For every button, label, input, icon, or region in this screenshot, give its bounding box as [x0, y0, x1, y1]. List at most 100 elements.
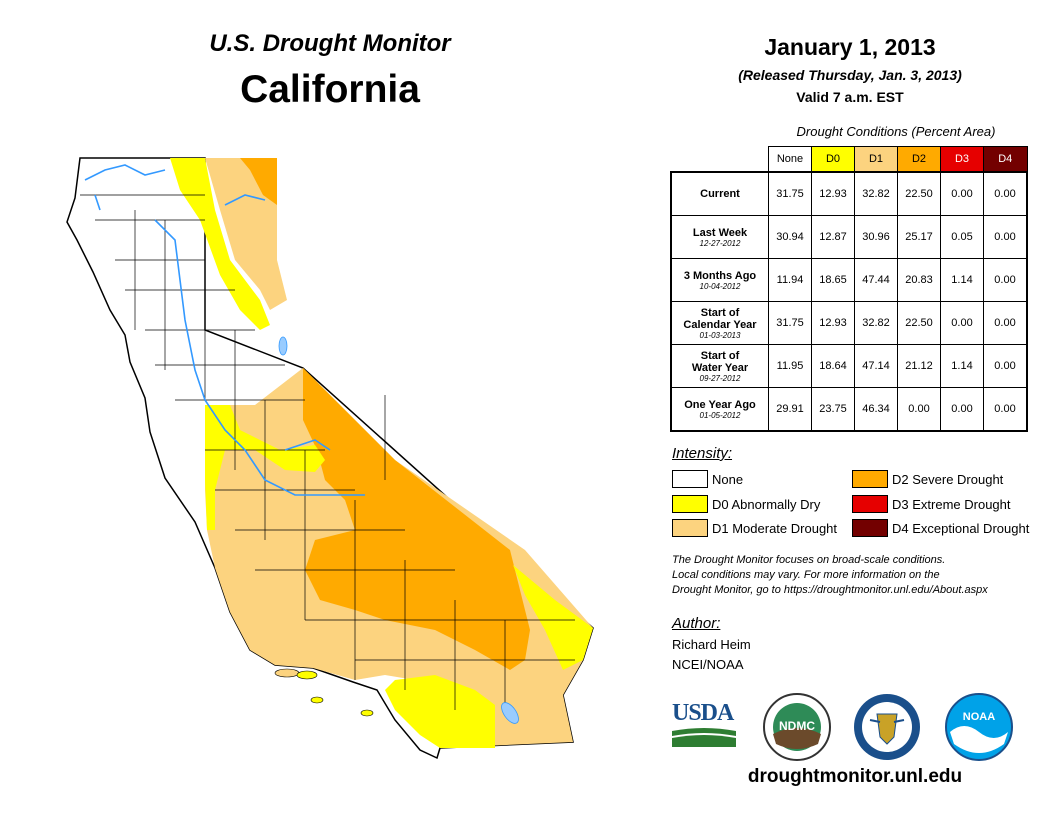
table-cell: 1.14	[940, 258, 984, 302]
table-row: Start of Water Year 09-27-2012 11.95 18.64 4…	[670, 344, 1028, 388]
table-cell: 0.00	[983, 387, 1028, 432]
note-line-2: Local conditions may vary. For more info…	[672, 569, 940, 581]
table-row: Start of Calendar Year 01-03-2013 31.75 12.…	[670, 301, 1028, 345]
legend-swatch	[852, 519, 888, 537]
column-header-d2: D2	[897, 146, 941, 173]
table-cell: 31.75	[768, 301, 812, 345]
row-date: 10-04-2012	[699, 281, 741, 291]
island-2	[296, 670, 318, 680]
d0-northeast	[170, 158, 270, 330]
column-header-d1: D1	[854, 146, 898, 173]
ndmc-logo: NDMC	[763, 693, 831, 761]
legend-label: D1 Moderate Drought	[712, 520, 838, 536]
row-label: Current	[670, 171, 769, 216]
footer-url[interactable]: droughtmonitor.unl.edu	[747, 766, 963, 787]
table-cell: 0.00	[983, 215, 1028, 259]
row-label: Start of Water Year 09-27-2012	[670, 344, 769, 388]
table-cell: 18.65	[811, 258, 855, 302]
table-cell: 18.64	[811, 344, 855, 388]
table-cell: 29.91	[768, 387, 812, 432]
row-date: 09-27-2012	[699, 373, 741, 383]
d0-south	[385, 675, 495, 748]
note-line-1: The Drought Monitor focuses on broad-sca…	[672, 554, 946, 566]
row-label-text: 3 Months Ago	[683, 269, 757, 282]
row-date: 01-05-2012	[699, 410, 741, 420]
legend-item: D2 Severe Drought	[852, 470, 1003, 488]
legend-label: D4 Exceptional Drought	[892, 520, 1030, 536]
salton-sea	[501, 702, 519, 724]
legend-label: D0 Abnormally Dry	[712, 496, 821, 512]
legend-swatch	[852, 495, 888, 513]
table-row: Current 31.75 12.93 32.82 22.50 0.00 0.00	[670, 171, 1028, 216]
table-cell: 12.93	[811, 171, 855, 216]
column-header-d4: D4	[983, 146, 1028, 173]
table-cell: 0.00	[983, 171, 1028, 216]
table-cell: 30.96	[854, 215, 898, 259]
disclaimer-note: The Drought Monitor focuses on broad-sca…	[672, 553, 1052, 598]
author-org: NCEI/NOAA	[672, 657, 744, 672]
noaa-logo: NOAA	[945, 693, 1013, 761]
legend-item: D1 Moderate Drought	[672, 519, 837, 537]
table-corner	[671, 147, 769, 173]
row-date: 12-27-2012	[699, 238, 741, 248]
island-1	[274, 668, 300, 678]
table-cell: 0.00	[983, 258, 1028, 302]
d0-southeast	[513, 565, 593, 670]
table-cell: 32.82	[854, 171, 898, 216]
row-label: Last Week 12-27-2012	[670, 215, 769, 259]
table-cell: 11.94	[768, 258, 812, 302]
county-lines	[80, 194, 575, 710]
table-cell: 12.87	[811, 215, 855, 259]
usda-logo-field-icon	[672, 728, 736, 747]
map-subtitle: U.S. Drought Monitor	[209, 30, 451, 57]
noaa-logo-text: NOAA	[963, 711, 995, 723]
table-cell: 0.00	[983, 301, 1028, 345]
island-3	[310, 696, 324, 704]
d2-region	[303, 368, 530, 670]
table-cell: 1.14	[940, 344, 984, 388]
author-heading: Author:	[672, 615, 721, 632]
table-cell: 0.00	[940, 171, 984, 216]
rivers	[84, 164, 365, 496]
table-cell: 20.83	[897, 258, 941, 302]
table-cell: 22.50	[897, 171, 941, 216]
table-cell: 21.12	[897, 344, 941, 388]
table-cell: 0.00	[940, 301, 984, 345]
column-header-d3: D3	[940, 146, 984, 173]
table-cell: 0.00	[940, 387, 984, 432]
legend-swatch	[672, 495, 708, 513]
d2-northeast	[240, 158, 277, 205]
table-header-row: None D0 D1 D2 D3 D4	[671, 146, 1028, 173]
row-label: One Year Ago 01-05-2012	[670, 387, 769, 432]
author-name: Richard Heim	[672, 637, 751, 652]
table-cell: 11.95	[768, 344, 812, 388]
legend-swatch	[852, 470, 888, 488]
legend-item: D4 Exceptional Drought	[852, 519, 1029, 537]
legend-swatch	[672, 519, 708, 537]
column-header-d0: D0	[811, 146, 855, 173]
table-cell: 31.75	[768, 171, 812, 216]
legend-item: D3 Extreme Drought	[852, 495, 1011, 513]
table-row: One Year Ago 01-05-2012 29.91 23.75 46.34 0.0…	[670, 387, 1028, 432]
row-label-text: One Year Ago	[684, 398, 756, 411]
row-date: 01-03-2013	[699, 330, 741, 340]
release-date: (Released Thursday, Jan. 3, 2013)	[738, 67, 962, 83]
map-date: January 1, 2013	[764, 34, 936, 60]
legend-item: D0 Abnormally Dry	[672, 495, 820, 513]
legend-label: D2 Severe Drought	[892, 471, 1004, 487]
legend-item: None	[672, 470, 743, 488]
table-cell: 32.82	[854, 301, 898, 345]
lake-tahoe	[278, 336, 288, 356]
commerce-seal-logo	[854, 694, 920, 760]
table-cell: 0.05	[940, 215, 984, 259]
table-cell: 47.14	[854, 344, 898, 388]
legend-heading: Intensity:	[672, 445, 733, 462]
table-row: Last Week 12-27-2012 30.94 12.87 30.96 25.17 0…	[670, 215, 1028, 259]
table-cell: 0.00	[897, 387, 941, 432]
map-title: California	[240, 68, 420, 111]
legend-label: None	[712, 471, 744, 487]
legend-label: D3 Extreme Drought	[892, 496, 1011, 512]
table-row: 3 Months Ago 10-04-2012 11.94 18.65 47.44 20.…	[670, 258, 1028, 302]
note-line-3: Drought Monitor, go to https://droughtmo…	[672, 584, 988, 596]
usda-logo-text: USDA	[672, 700, 734, 726]
